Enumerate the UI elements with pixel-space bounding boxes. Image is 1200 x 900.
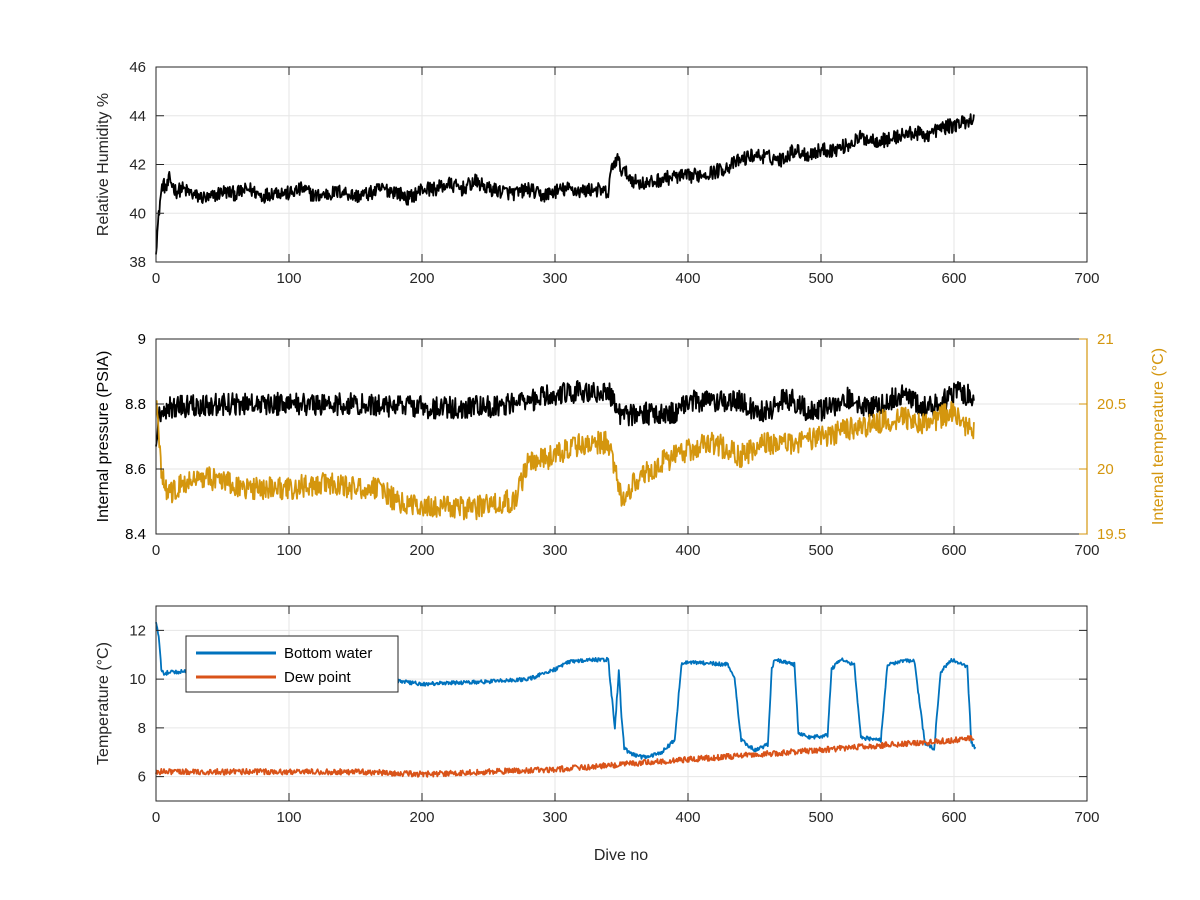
legend-box: [185, 635, 399, 693]
y-right-tick-label: 20: [1097, 461, 1114, 478]
figure-xlabel: Dive no: [594, 847, 648, 864]
x-tick-label: 100: [276, 809, 301, 826]
axes-box: [155, 605, 1088, 802]
y-tick-label: 8.8: [125, 396, 146, 413]
x-tick-label: 500: [808, 270, 833, 287]
x-tick-label: 100: [276, 270, 301, 287]
x-tick-label: 300: [542, 270, 567, 287]
y-tick-label: 46: [129, 59, 146, 76]
y-tick-label: 8.4: [125, 526, 146, 543]
x-tick-label: 400: [675, 809, 700, 826]
x-tick-label: 200: [409, 542, 434, 559]
x-tick-label: 400: [675, 542, 700, 559]
y-axis-label: Relative Humidity %: [95, 93, 112, 236]
subplot-2: 0 100 200 300 400 500 600 700 8.4 8.6 8.8 9 Internal…: [95, 331, 1167, 559]
x-tick-label: 500: [808, 809, 833, 826]
x-tick-label: 200: [409, 270, 434, 287]
y-tick-label: 8.6: [125, 461, 146, 478]
series-line-3-2: [155, 734, 975, 778]
y-right-tick-label: 20.5: [1097, 396, 1126, 413]
y-axis-label: Internal pressure (PSIA): [95, 351, 112, 523]
x-tick-label: 600: [941, 270, 966, 287]
y-tick-label: 6: [138, 769, 146, 786]
y-tick-label: 42: [129, 157, 146, 174]
legend-label: Dew point: [284, 669, 352, 686]
x-tick-label: 100: [276, 542, 301, 559]
x-tick-label: 200: [409, 809, 434, 826]
y-tick-label: 9: [138, 331, 146, 348]
y-tick-label: 8: [138, 720, 146, 737]
legend: Bottom water Dew point: [185, 635, 399, 693]
x-tick-label: 0: [152, 809, 160, 826]
y-tick-label: 12: [129, 622, 146, 639]
subplot-3: 0 100 200 300 400 500 600 700 6 8 10 12 Temperature …: [95, 605, 1100, 826]
y-tick-label: 40: [129, 205, 146, 222]
x-tick-label: 0: [152, 270, 160, 287]
x-tick-label: 600: [941, 809, 966, 826]
legend-label: Bottom water: [284, 645, 372, 662]
x-tick-label: 600: [941, 542, 966, 559]
x-tick-label: 400: [675, 270, 700, 287]
y-axis-label: Temperature (°C): [95, 642, 112, 765]
x-tick-label: 700: [1074, 809, 1099, 826]
x-tick-label: 700: [1074, 270, 1099, 287]
y-axis-label-right: Internal temperature (°C): [1150, 348, 1167, 525]
series-line-1-1: [155, 113, 975, 255]
x-tick-label: 300: [542, 542, 567, 559]
x-tick-label: 700: [1074, 542, 1099, 559]
y-tick-label: 44: [129, 108, 146, 125]
x-tick-label: 300: [542, 809, 567, 826]
series-line-2-2: [155, 400, 975, 521]
x-tick-label: 0: [152, 542, 160, 559]
series-line-2-1: [155, 379, 975, 447]
subplot-1: 0 100 200 300 400 500 600 700 38 40 42 44 46 Relative…: [95, 59, 1100, 287]
y-tick-label: 38: [129, 254, 146, 271]
y-right-tick-label: 21: [1097, 331, 1114, 348]
x-tick-label: 500: [808, 542, 833, 559]
y-right-tick-label: 19.5: [1097, 526, 1126, 543]
y-tick-label: 10: [129, 671, 146, 688]
